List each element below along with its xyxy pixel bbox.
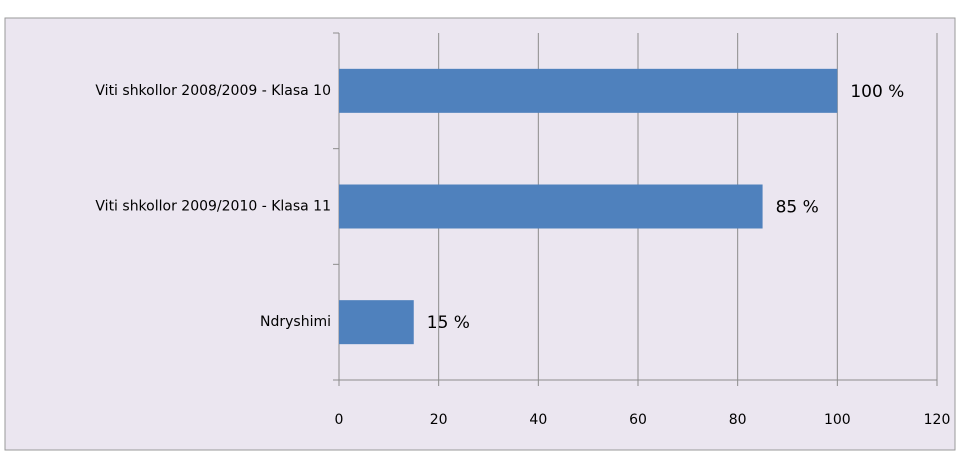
x-tick-label: 100: [824, 412, 851, 428]
data-label: 85 %: [776, 198, 819, 218]
y-tick-label: Viti shkollor 2008/2009 - Klasa 10: [95, 83, 331, 99]
x-tick-label: 40: [529, 412, 547, 428]
data-label: 15 %: [427, 313, 470, 333]
x-tick-label: 0: [335, 412, 344, 428]
x-tick-label: 80: [729, 412, 747, 428]
data-label: 100 %: [850, 82, 904, 102]
bar: [339, 68, 838, 113]
bar: [339, 300, 414, 345]
x-tick-label: 20: [430, 412, 448, 428]
x-tick-label: 120: [924, 412, 951, 428]
y-tick-label: Ndryshimi: [260, 314, 331, 330]
x-tick-label: 60: [629, 412, 647, 428]
y-tick-label: Viti shkollor 2009/2010 - Klasa 11: [95, 199, 331, 215]
bar: [339, 184, 763, 229]
